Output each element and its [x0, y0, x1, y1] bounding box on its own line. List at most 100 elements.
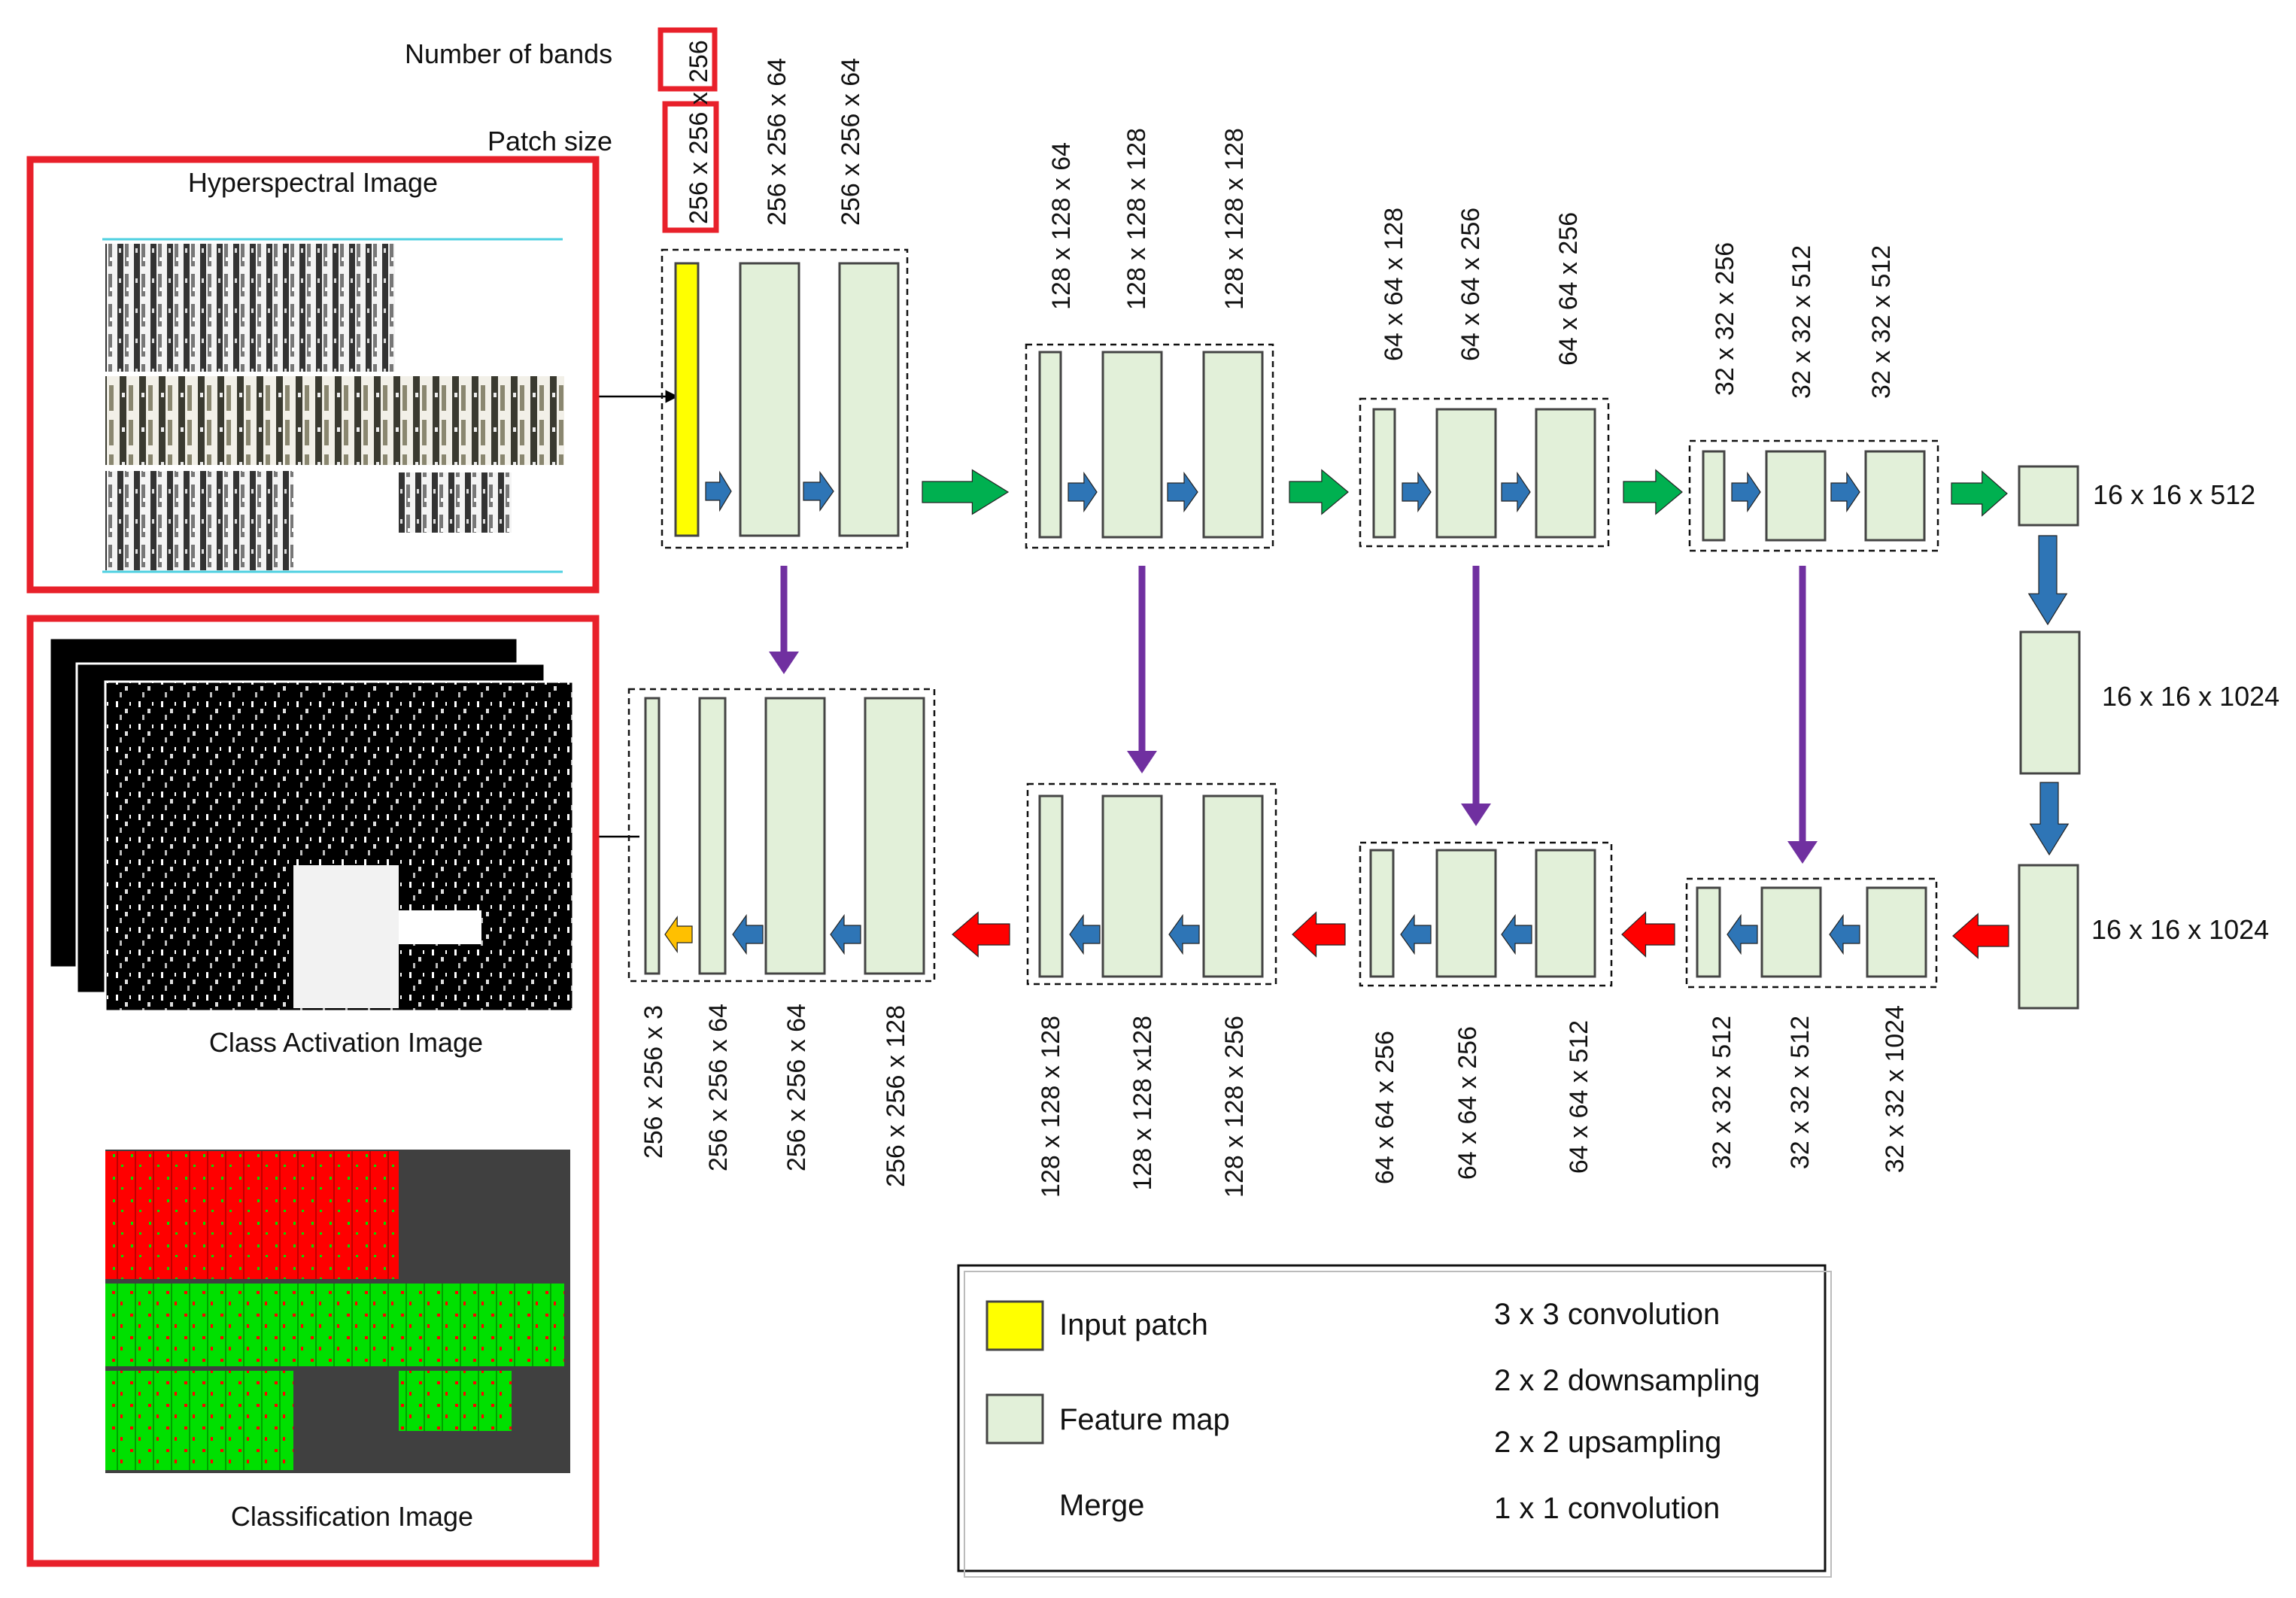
up-3 [1621, 911, 1675, 958]
enc3-conv-2 [1501, 471, 1531, 513]
dec2-fmap-3 [1202, 794, 1264, 978]
enc2-shape-3: 128 x 128 x 128 [1220, 128, 1249, 310]
down-3 [1623, 469, 1683, 515]
legend-shadow [964, 1271, 1832, 1578]
dec1-fmap-4 [864, 697, 925, 975]
down-2 [1289, 469, 1349, 515]
enc3-fmap-1 [1372, 408, 1396, 539]
dec4-conv-1 [1727, 913, 1758, 955]
merge-4-head [1787, 841, 1818, 864]
legend-box [957, 1264, 1827, 1572]
enc3-fmap-3 [1535, 408, 1596, 539]
enc2-shape-2: 128 x 128 x 128 [1122, 128, 1151, 310]
enc4-fmap-3 [1864, 450, 1926, 542]
dec1-shape-4: 256 x 256 x 128 [882, 1005, 910, 1187]
enc1-shape-2: 256 x 256 x 64 [763, 58, 791, 226]
enc3-shape-3: 64 x 64 x 256 [1554, 212, 1583, 366]
enc3-shape-2: 64 x 64 x 256 [1456, 208, 1485, 361]
dec2-conv-2 [1168, 913, 1200, 955]
enc2-shape-1: 128 x 128 x 64 [1047, 142, 1076, 310]
dec2-conv-1 [1069, 913, 1101, 955]
dec2-shape-1: 128 x 128 x 128 [1037, 1016, 1065, 1198]
dec3-fmap-1 [1369, 849, 1395, 978]
bottleneck-shape-2: 16 x 16 x 1024 [2102, 681, 2279, 712]
dec-block-2 [1026, 782, 1277, 986]
enc4-fmap-1 [1702, 450, 1726, 542]
legend-feature-swatch [986, 1393, 1044, 1445]
dec4-shape-3: 32 x 32 x 1024 [1881, 1005, 1909, 1173]
hyperspectral-strip-3 [105, 471, 293, 570]
bottleneck-conv-2 [2029, 782, 2070, 856]
up-1 [952, 911, 1010, 958]
classification-green-region [105, 1284, 564, 1366]
hyperspectral-strip-2 [105, 376, 564, 465]
enc2-fmap-3 [1202, 351, 1264, 539]
merge-1-head [769, 652, 799, 674]
enc3-fmap-2 [1435, 408, 1497, 539]
enc2-fmap-1 [1038, 351, 1062, 539]
dec-block-1 [627, 688, 936, 983]
dec4-fmap-2 [1760, 886, 1822, 978]
legend-conv1-label: 1 x 1 convolution [1494, 1492, 1720, 1525]
down-1 [922, 469, 1010, 515]
enc1-conv-2 [803, 470, 834, 512]
dec4-shape-2: 32 x 32 x 512 [1786, 1016, 1815, 1169]
enc4-conv-2 [1830, 471, 1860, 513]
dec-block-3 [1359, 841, 1613, 987]
enc-block-2 [1025, 343, 1274, 549]
enc1-fmap-1 [739, 262, 800, 537]
dec4-fmap-3 [1866, 886, 1927, 978]
down-4 [1951, 470, 2008, 517]
enc1-shape-3: 256 x 256 x 64 [837, 58, 865, 226]
enc2-conv-2 [1167, 471, 1198, 513]
legend-feature-label: Feature map [1059, 1403, 1230, 1436]
hyperspectral-strip-1 [105, 244, 395, 372]
class-activation-title: Class Activation Image [209, 1027, 483, 1058]
dec3-fmap-2 [1435, 849, 1497, 978]
legend-up-label: 2 x 2 upsampling [1494, 1426, 1721, 1459]
dec3-conv-1 [1400, 913, 1432, 955]
hyperspectral-strip-4 [399, 472, 512, 533]
merge-3-head [1461, 804, 1491, 826]
enc4-fmap-2 [1765, 450, 1827, 542]
dec3-shape-2: 64 x 64 x 256 [1453, 1026, 1482, 1180]
legend-down-label: 2 x 2 downsampling [1494, 1364, 1760, 1397]
dec1-shape-1: 256 x 256 x 3 [639, 1005, 668, 1159]
enc-block-1 [661, 248, 909, 549]
dec1-fmap-3 [764, 697, 826, 975]
enc3-shape-1: 64 x 64 x 128 [1380, 208, 1408, 361]
up-4 [1952, 913, 2009, 959]
legend-conv3-label: 3 x 3 convolution [1494, 1298, 1720, 1331]
classification-green-region-3 [399, 1371, 512, 1431]
dec3-shape-3: 64 x 64 x 512 [1565, 1020, 1593, 1174]
patch-size-label: Patch size [487, 126, 612, 156]
dec2-shape-2: 128 x 128 x128 [1128, 1016, 1157, 1191]
bands-highlight-box [658, 27, 718, 92]
dec1-conv-1x1 [664, 915, 693, 954]
dec1-shape-2: 256 x 256 x 64 [704, 1004, 733, 1171]
enc4-shape-2: 32 x 32 x 512 [1787, 245, 1816, 399]
classification-title: Classification Image [231, 1501, 473, 1532]
dec4-conv-2 [1829, 913, 1860, 955]
enc2-fmap-2 [1101, 351, 1163, 539]
bottleneck-conv-1 [2027, 535, 2068, 626]
dec2-shape-3: 128 x 128 x 256 [1220, 1016, 1249, 1198]
activation-bright-patch [399, 910, 481, 944]
bottleneck-shape-3: 16 x 16 x 1024 [2091, 914, 2269, 945]
patch-value: 256 x 256 x [685, 92, 713, 224]
dec4-fmap-1 [1696, 886, 1721, 978]
enc4-shape-3: 32 x 32 x 512 [1867, 245, 1896, 399]
legend-input-label: Input patch [1059, 1308, 1208, 1341]
legend-input-swatch [986, 1300, 1044, 1351]
input-patch-map [674, 262, 700, 537]
activation-white-block [293, 865, 399, 1008]
bottleneck-fmap-3 [2018, 864, 2079, 1010]
dec1-shape-3: 256 x 256 x 64 [782, 1004, 811, 1171]
legend-merge-label: Merge [1059, 1489, 1144, 1522]
dec3-shape-1: 64 x 64 x 256 [1371, 1031, 1399, 1184]
enc1-conv-1 [705, 470, 732, 512]
classification-red-region [105, 1151, 399, 1279]
dec3-fmap-3 [1535, 849, 1596, 978]
